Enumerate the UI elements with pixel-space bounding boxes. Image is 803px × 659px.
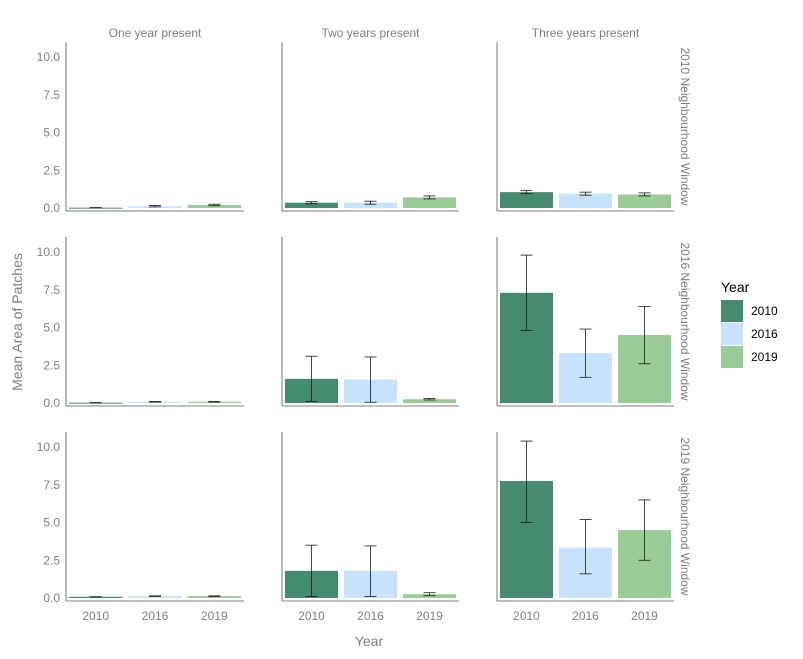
legend-key-2019	[721, 346, 743, 368]
error-bar-2016	[579, 519, 592, 575]
row-strip-label: 2016 Neighbourhood Window	[678, 242, 692, 400]
error-bar-2016	[579, 328, 592, 378]
panel-r2-c2	[499, 440, 672, 598]
x-tick-label: 2016	[357, 609, 384, 623]
bar-2019	[617, 194, 672, 208]
x-tick-label: 2010	[513, 609, 540, 623]
error-bar-2016	[149, 401, 161, 403]
panel-r1-c0	[68, 401, 242, 404]
y-tick-label: 10.0	[37, 50, 61, 64]
legend-label-2010: 2010	[751, 304, 778, 318]
panels-layer: 0.0 2.5 5.0 7.5 10.0 0.0 2.5 5.0 7.5 10.0 0.0 2.5 5.…	[37, 26, 692, 623]
y-tick-label: 5.0	[43, 321, 60, 335]
y-tick-label: 5.0	[43, 126, 60, 140]
y-tick-label: 7.5	[43, 283, 60, 297]
error-bar-2010	[305, 201, 318, 205]
x-tick-label: 2010	[298, 609, 325, 623]
error-bar-2019	[423, 398, 436, 401]
y-tick-label: 7.5	[43, 88, 60, 102]
bar-2016	[558, 193, 613, 208]
bar-2010	[68, 596, 123, 598]
error-bar-2010	[520, 190, 533, 195]
error-bar-2016	[579, 191, 592, 196]
error-bar-2019	[208, 595, 221, 597]
bar-2016	[343, 202, 398, 208]
x-tick-label: 2010	[82, 609, 109, 623]
column-strip-label: Two years present	[321, 26, 420, 40]
y-tick-label: 0.0	[43, 591, 60, 605]
panel-r2-c1	[284, 544, 457, 598]
panel-r1-c2	[499, 254, 672, 403]
row-strip-label: 2010 Neighbourhood Window	[678, 47, 692, 205]
panel-r0-c0	[68, 203, 242, 209]
error-bar-2019	[638, 306, 651, 365]
y-tick-label: 2.5	[43, 358, 60, 372]
error-bar-2010	[520, 254, 533, 331]
error-bar-2019	[423, 592, 436, 597]
y-tick-label: 10.0	[37, 245, 61, 259]
bar-2010	[499, 192, 554, 208]
legend-title: Year	[721, 279, 750, 295]
column-strip-label: Three years present	[532, 26, 640, 40]
legend: Year 2010 2016 2019	[721, 279, 778, 368]
error-bar-2010	[520, 440, 533, 523]
panel-r2-c0	[68, 595, 242, 598]
panel-r0-c2	[499, 190, 672, 208]
error-bar-2019	[208, 203, 221, 207]
y-tick-label: 5.0	[43, 516, 60, 530]
x-tick-label: 2019	[631, 609, 658, 623]
x-axis-title: Year	[355, 633, 384, 649]
x-tick-label: 2019	[416, 609, 443, 623]
x-tick-label: 2019	[201, 609, 228, 623]
x-tick-label: 2016	[142, 609, 169, 623]
x-tick-label: 2016	[572, 609, 599, 623]
row-strip-label: 2019 Neighbourhood Window	[678, 437, 692, 595]
legend-key-2016	[721, 323, 743, 345]
bar-2010	[68, 207, 123, 209]
y-tick-label: 10.0	[37, 440, 61, 454]
error-bar-2016	[149, 595, 161, 597]
error-bar-2010	[305, 355, 318, 402]
panel-r0-c1	[284, 195, 457, 208]
error-bar-2019	[638, 499, 651, 561]
bar-2016	[128, 596, 182, 598]
y-tick-label: 0.0	[43, 396, 60, 410]
bar-2019	[187, 596, 242, 598]
bar-2010	[68, 402, 123, 404]
error-bar-2016	[364, 200, 377, 205]
error-bar-2019	[423, 195, 436, 200]
error-bar-2016	[364, 356, 377, 403]
panel-r1-c1	[284, 355, 457, 403]
legend-key-2010	[721, 300, 743, 322]
error-bar-2010	[305, 544, 318, 597]
legend-label-2016: 2016	[751, 327, 778, 341]
column-strip-label: One year present	[109, 26, 202, 40]
bar-2019	[187, 204, 242, 208]
bar-2019	[402, 197, 457, 208]
y-tick-label: 7.5	[43, 478, 60, 492]
y-tick-label: 0.0	[43, 201, 60, 215]
bar-2019	[402, 399, 457, 403]
error-bar-2016	[364, 545, 377, 597]
error-bar-2019	[208, 401, 221, 403]
y-axis-title: Mean Area of Patches	[9, 253, 25, 391]
error-bar-2016	[149, 205, 161, 208]
y-tick-label: 2.5	[43, 163, 60, 177]
y-tick-label: 2.5	[43, 553, 60, 567]
legend-label-2019: 2019	[751, 350, 778, 364]
bar-2010	[284, 202, 339, 208]
error-bar-2019	[638, 192, 651, 197]
